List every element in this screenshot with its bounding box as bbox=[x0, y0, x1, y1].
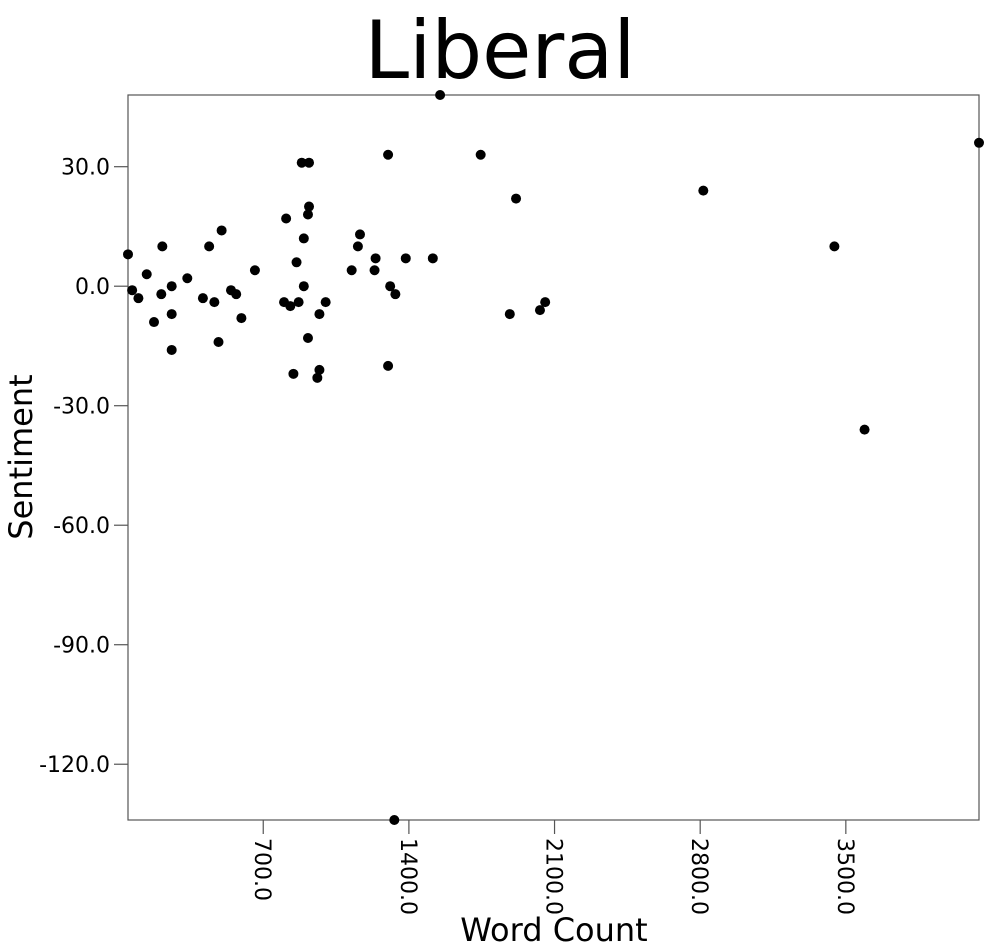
data-point bbox=[236, 313, 247, 324]
data-point bbox=[534, 305, 545, 316]
data-point bbox=[249, 265, 260, 276]
chart-title: Liberal bbox=[365, 4, 636, 97]
plot-area-frame bbox=[127, 94, 980, 821]
data-point bbox=[204, 241, 215, 252]
x-tick-label: 700.0 bbox=[249, 838, 274, 901]
data-point bbox=[304, 157, 315, 168]
data-point bbox=[231, 289, 242, 300]
data-point bbox=[475, 149, 486, 160]
y-tick-label: -120.0 bbox=[39, 753, 110, 778]
x-tick-label: 1400.0 bbox=[395, 838, 420, 915]
data-point bbox=[698, 185, 709, 196]
data-point bbox=[302, 332, 313, 343]
data-point bbox=[133, 293, 144, 304]
data-point bbox=[197, 293, 208, 304]
data-point bbox=[314, 309, 325, 320]
data-point bbox=[346, 265, 357, 276]
scatter-points bbox=[123, 90, 984, 825]
data-point bbox=[298, 281, 309, 292]
data-point bbox=[829, 241, 840, 252]
data-point bbox=[352, 241, 363, 252]
data-point bbox=[974, 137, 984, 148]
data-point bbox=[383, 149, 394, 160]
data-point bbox=[291, 257, 302, 268]
data-point bbox=[209, 297, 220, 308]
data-point bbox=[293, 297, 304, 308]
data-point bbox=[354, 229, 365, 240]
data-point bbox=[385, 281, 396, 292]
y-tick-label: -30.0 bbox=[53, 395, 110, 420]
data-point bbox=[320, 297, 331, 308]
data-point bbox=[156, 289, 167, 300]
data-point bbox=[298, 233, 309, 244]
data-point bbox=[859, 424, 870, 435]
y-tick-label: -90.0 bbox=[53, 634, 110, 659]
data-point bbox=[540, 297, 551, 308]
y-axis: 30.0 0.0 -30.0 -60.0 -90.0 -120.0 bbox=[39, 156, 128, 778]
y-tick-label: 0.0 bbox=[75, 275, 110, 300]
data-point bbox=[281, 213, 292, 224]
data-point bbox=[427, 253, 438, 264]
data-point bbox=[370, 253, 381, 264]
y-tick-label: 30.0 bbox=[61, 156, 110, 181]
data-point bbox=[400, 253, 411, 264]
data-point bbox=[504, 309, 515, 320]
data-point bbox=[123, 249, 133, 260]
data-point bbox=[312, 372, 323, 383]
data-point bbox=[285, 301, 296, 312]
data-point bbox=[182, 273, 193, 284]
data-point bbox=[149, 317, 160, 328]
data-point bbox=[213, 336, 224, 347]
data-point bbox=[304, 201, 315, 212]
data-point bbox=[296, 157, 307, 168]
data-point bbox=[369, 265, 380, 276]
data-point bbox=[302, 209, 313, 220]
x-axis-title: Word Count bbox=[460, 911, 647, 949]
data-point bbox=[389, 815, 400, 825]
data-point bbox=[390, 289, 401, 300]
y-axis-title: Sentiment bbox=[2, 374, 40, 539]
data-point bbox=[166, 344, 177, 355]
data-point bbox=[141, 269, 152, 280]
data-point bbox=[383, 360, 394, 371]
data-point bbox=[511, 193, 522, 204]
data-point bbox=[157, 241, 168, 252]
data-point bbox=[127, 285, 138, 296]
x-axis: 700.0 1400.0 2100.0 2800.0 3500.0 bbox=[249, 820, 857, 915]
data-point bbox=[216, 225, 227, 236]
data-point bbox=[435, 90, 446, 100]
data-point bbox=[288, 368, 299, 379]
x-tick-label: 2800.0 bbox=[686, 838, 711, 915]
x-tick-label: 2100.0 bbox=[541, 838, 566, 915]
data-point bbox=[166, 309, 177, 320]
x-tick-label: 3500.0 bbox=[832, 838, 857, 915]
data-point bbox=[314, 364, 325, 375]
data-point bbox=[166, 281, 177, 292]
y-tick-label: -60.0 bbox=[53, 514, 110, 539]
